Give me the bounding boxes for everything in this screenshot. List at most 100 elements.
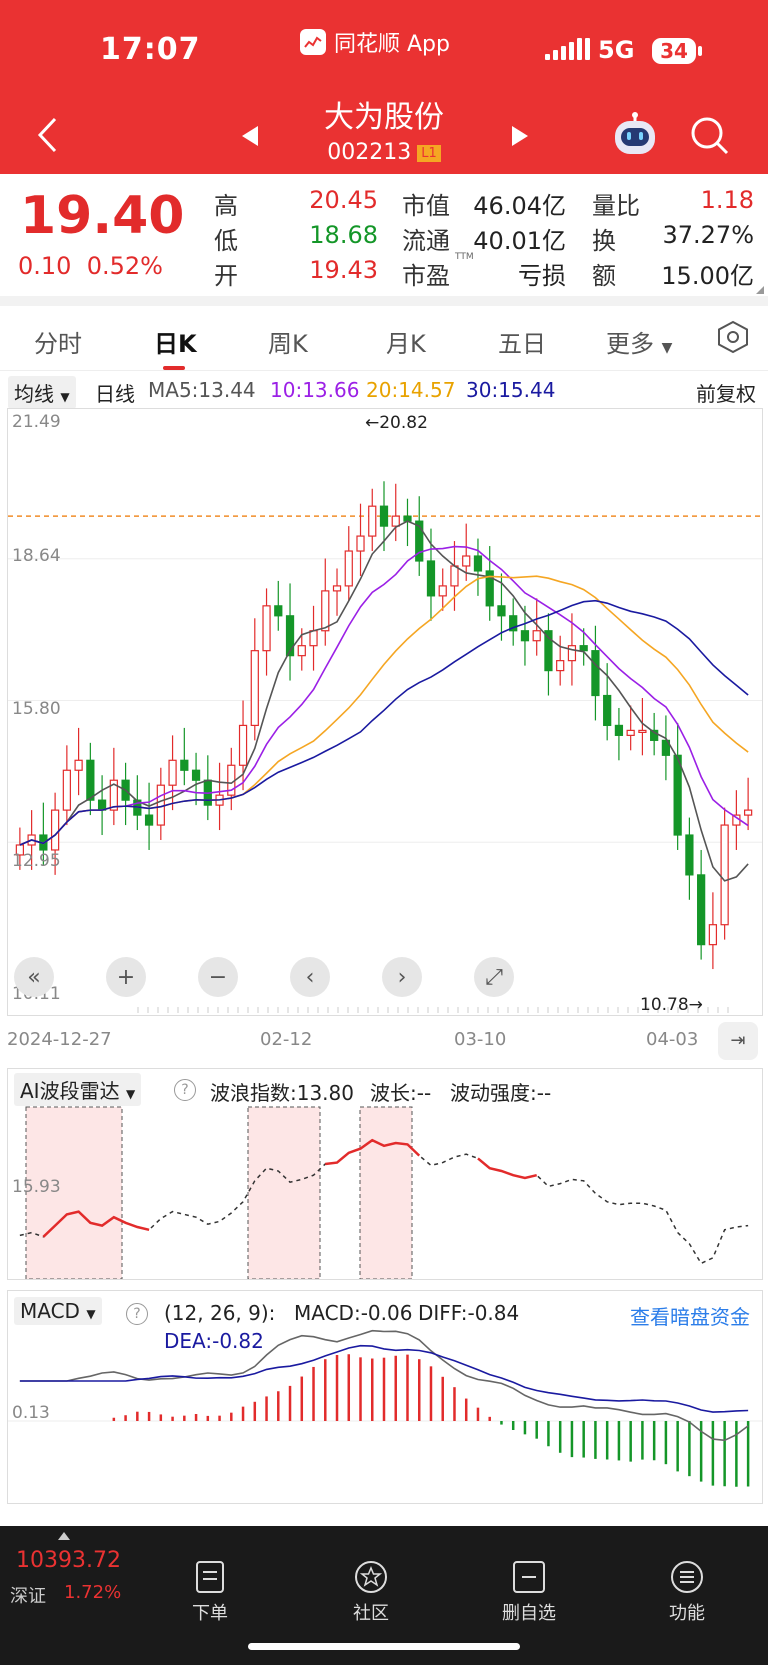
order-button[interactable]: 下单 [165, 1560, 255, 1625]
date-2: 02-12 [260, 1029, 313, 1050]
candle-body [556, 660, 565, 672]
date-start: 2024-12-27 [7, 1029, 112, 1050]
fullscreen-icon[interactable]: ⤢ [474, 957, 514, 997]
search-icon[interactable] [690, 116, 730, 160]
expand-up-icon[interactable] [58, 1532, 70, 1540]
wave-index: 波浪指数:13.80 [210, 1081, 354, 1105]
tab-weekly-k[interactable]: 周K [268, 330, 308, 358]
chevron-down-icon: ▼ [661, 340, 673, 356]
candle-body [62, 769, 71, 811]
candle-body [567, 645, 577, 662]
kline-chart[interactable]: 21.49 18.64 15.80 12.95 10.11 ←20.82 10.… [7, 408, 763, 1016]
functions-button[interactable]: 功能 [642, 1560, 732, 1625]
tab-intraday[interactable]: 分时 [34, 330, 82, 358]
macd-panel: MACD ▼ ? (12, 26, 9): MACD:-0.06 DIFF:-0… [7, 1290, 763, 1504]
indicator-selector[interactable]: 均线 ▼ [8, 376, 76, 409]
functions-label: 功能 [669, 1603, 705, 1624]
community-button[interactable]: 社区 [326, 1560, 416, 1625]
bottom-toolbar: 10393.72 深证 1.72% 下单 社区 删自选 功能 [0, 1526, 768, 1665]
zoom-in-icon[interactable]: + [106, 957, 146, 997]
candle-body [520, 630, 530, 642]
macd-y-label: 0.13 [12, 1403, 50, 1423]
wave-red-segment [325, 1138, 421, 1166]
scroll-left-icon[interactable]: ‹ [290, 957, 330, 997]
float-label: 流通 [402, 227, 450, 255]
high-value: 20.45 [309, 186, 378, 214]
candle-body [344, 550, 353, 587]
ai-y-label: 15.93 [12, 1177, 61, 1197]
tab-five-day[interactable]: 五日 [498, 330, 546, 358]
rewind-icon[interactable]: « [14, 957, 54, 997]
active-tab-indicator [163, 366, 185, 370]
date-3: 03-10 [454, 1029, 507, 1050]
tab-daily-k[interactable]: 日K [154, 330, 197, 358]
index-value[interactable]: 10393.72 [16, 1548, 121, 1573]
vol-ratio-label: 量比 [592, 192, 640, 220]
tab-more[interactable]: 更多 ▼ [606, 324, 672, 359]
last-price: 19.40 [20, 186, 185, 246]
candle-body [144, 814, 154, 826]
adjust-mode[interactable]: 前复权 [696, 382, 756, 406]
chevron-down-icon: ▼ [125, 1087, 136, 1101]
community-label: 社区 [353, 1603, 389, 1624]
macd-value: MACD:-0.06 [294, 1301, 413, 1325]
dea-value: DEA:-0.82 [164, 1329, 264, 1353]
candle-body [156, 784, 165, 826]
candle-body [697, 874, 706, 946]
candle-body [109, 779, 118, 811]
wave-length: 波长:-- [370, 1081, 432, 1105]
tab-monthly-k[interactable]: 月K [386, 330, 426, 358]
macd-selector[interactable]: MACD ▼ [14, 1297, 102, 1325]
date-end: 04-03 [646, 1029, 699, 1050]
remove-watchlist-button[interactable]: 删自选 [484, 1560, 574, 1625]
ai-selector-label: AI波段雷达 [20, 1079, 120, 1103]
candle-body [473, 555, 483, 572]
back-icon[interactable] [36, 116, 58, 158]
prev-stock-icon[interactable] [240, 124, 260, 152]
wave-zone [247, 1106, 321, 1279]
wave-red-segment [477, 1157, 537, 1180]
zoom-out-icon[interactable]: − [198, 957, 238, 997]
candle-body [462, 555, 471, 567]
pe-label: 市盈 [402, 262, 450, 290]
help-icon[interactable]: ? [126, 1303, 148, 1325]
robot-assistant-icon[interactable] [612, 112, 658, 160]
quote-panel: 19.40 0.10 0.52% 高 20.45 低 18.68 开 19.43… [0, 174, 768, 296]
candle-body [285, 615, 295, 657]
candle-body [426, 560, 436, 597]
diff-value: DIFF:-0.84 [418, 1301, 520, 1325]
home-indicator [248, 1643, 520, 1650]
candle-body [532, 630, 541, 642]
y-tick-4: 12.95 [12, 851, 61, 871]
ai-wave-svg [19, 1106, 749, 1279]
candle-body [497, 605, 506, 617]
dark-pool-link[interactable]: 查看暗盘资金 [630, 1305, 750, 1329]
chevron-down-icon: ▼ [86, 1307, 96, 1321]
candle-body [673, 754, 682, 836]
float-value: 40.01亿 [473, 227, 566, 255]
remove-watchlist-icon [513, 1561, 545, 1593]
wave-zone [25, 1106, 123, 1279]
expand-corner-icon[interactable] [756, 286, 764, 294]
candle-body [744, 809, 753, 816]
chevron-down-icon: ▼ [60, 390, 70, 404]
y-tick-top: 21.49 [12, 412, 61, 432]
order-icon [196, 1561, 224, 1593]
signal-icon [545, 38, 590, 60]
candle-body [544, 630, 553, 672]
candle-body [650, 729, 659, 741]
macd-svg [8, 1329, 762, 1487]
ai-selector[interactable]: AI波段雷达 ▼ [14, 1073, 142, 1106]
candle-body [661, 739, 671, 756]
jump-to-latest-icon[interactable]: ⇥ [718, 1022, 758, 1060]
scroll-right-icon[interactable]: › [382, 957, 422, 997]
candle-body [438, 585, 447, 597]
candle-body [332, 585, 342, 592]
mktcap-value: 46.04亿 [473, 192, 566, 220]
candle-body [180, 759, 189, 771]
max-price-label: ←20.82 [365, 413, 428, 433]
settings-hexagon-icon[interactable] [716, 320, 750, 358]
help-icon[interactable]: ? [174, 1079, 196, 1101]
next-stock-icon[interactable] [510, 124, 530, 152]
candle-body [356, 535, 365, 552]
